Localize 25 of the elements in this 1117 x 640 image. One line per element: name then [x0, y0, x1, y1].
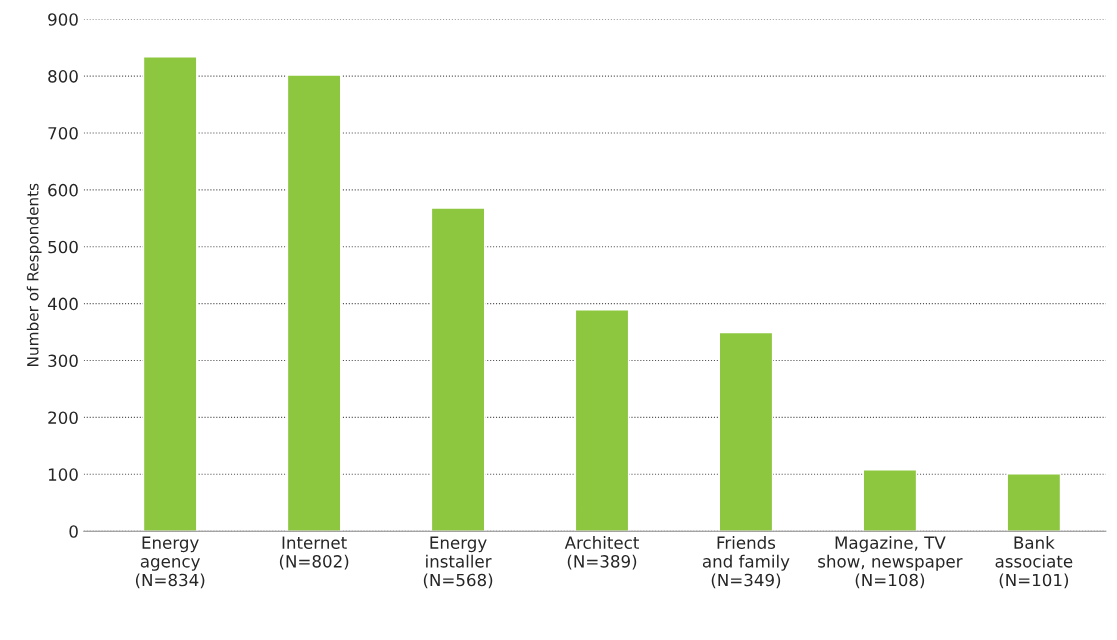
x-tick-label: Energy installer (N=568) — [423, 536, 493, 589]
y-tick-label: 800 — [48, 70, 78, 83]
bar — [862, 469, 918, 532]
y-axis-title: Number of Respondents — [26, 183, 42, 366]
bar — [1006, 473, 1062, 532]
x-tick-label: Friends and family (N=349) — [702, 536, 790, 589]
bar — [142, 56, 198, 532]
x-tick-label: Internet (N=802) — [279, 536, 349, 570]
bar — [574, 309, 630, 532]
bar — [286, 74, 342, 532]
y-tick-label: 500 — [48, 240, 78, 254]
x-tick-label: Energy agency (N=834) — [135, 536, 205, 589]
y-tick-label: 0 — [69, 525, 78, 538]
bar — [430, 207, 486, 532]
bar — [718, 331, 774, 532]
y-tick-label: 600 — [48, 183, 78, 197]
y-tick-label: 700 — [48, 126, 78, 140]
y-tick-label: 400 — [47, 297, 78, 311]
x-tick-label: Magazine, TV show, newspaper (N=108) — [818, 536, 963, 589]
y-tick-label: 100 — [48, 468, 78, 481]
x-tick-label: Bank associate (N=101) — [995, 536, 1073, 589]
y-tick-label: 200 — [48, 411, 78, 424]
y-tick-label: 300 — [48, 354, 78, 368]
x-tick-label: Architect (N=389) — [564, 536, 639, 570]
y-tick-label: 900 — [48, 13, 78, 26]
